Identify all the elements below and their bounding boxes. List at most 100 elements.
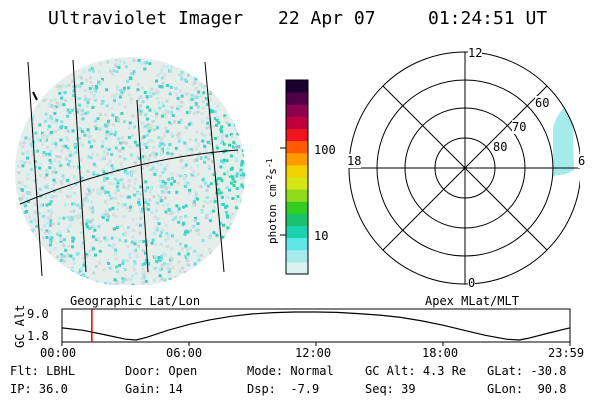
speckle	[220, 141, 223, 145]
speckle	[190, 152, 194, 156]
speckle	[43, 138, 47, 142]
speckle	[81, 144, 85, 148]
speckle	[148, 108, 152, 112]
speckle	[122, 90, 126, 94]
speckle	[213, 117, 217, 121]
speckle	[129, 77, 133, 80]
speckle	[170, 132, 174, 136]
speckle	[200, 131, 204, 135]
speckle	[197, 105, 201, 109]
speckle	[131, 274, 134, 278]
speckle	[170, 211, 174, 215]
speckle	[96, 153, 100, 157]
speckle	[54, 130, 57, 133]
speckle	[113, 96, 117, 99]
speckle	[38, 173, 42, 177]
speckle	[106, 133, 110, 137]
speckle	[177, 132, 181, 135]
speckle	[61, 144, 65, 148]
speckle	[166, 151, 170, 155]
speckle	[50, 120, 54, 124]
speckle	[89, 156, 93, 160]
speckle	[107, 148, 111, 152]
speckle	[102, 176, 106, 180]
speckle	[222, 223, 225, 227]
speckle	[163, 253, 167, 257]
speckle	[110, 94, 114, 98]
speckle	[170, 65, 174, 69]
speckle	[19, 141, 23, 145]
speckle	[147, 262, 150, 266]
speckle	[115, 279, 119, 283]
speckle	[184, 92, 188, 95]
speckle	[179, 159, 183, 163]
speckle	[183, 184, 187, 188]
speckle	[41, 133, 45, 137]
speckle	[81, 241, 85, 245]
speckle	[123, 157, 127, 161]
speckle	[224, 205, 227, 209]
speckle	[168, 143, 172, 146]
speckle	[138, 104, 142, 107]
speckle	[60, 255, 64, 259]
speckle	[83, 94, 87, 98]
speckle	[60, 120, 64, 124]
speckle	[77, 178, 81, 182]
colorbar-swatch	[286, 92, 308, 105]
speckle	[210, 151, 214, 155]
speckle	[177, 276, 181, 280]
speckle	[72, 236, 76, 240]
speckle	[104, 133, 108, 137]
speckle	[124, 231, 128, 235]
speckle	[125, 259, 129, 262]
speckle	[96, 191, 100, 195]
speckle	[155, 201, 159, 205]
speckle	[235, 187, 239, 191]
speckle	[148, 62, 152, 66]
speckle	[86, 110, 90, 114]
speckle	[203, 84, 207, 88]
speckle	[74, 145, 77, 149]
speckle	[98, 127, 102, 131]
speckle	[134, 271, 138, 275]
x-tick-2359: 23:59	[548, 346, 585, 360]
speckle	[75, 107, 79, 111]
speckle	[66, 227, 70, 231]
speckle	[164, 113, 168, 117]
speckle	[75, 178, 79, 182]
speckle	[234, 127, 238, 131]
speckle	[180, 70, 184, 74]
speckle	[25, 197, 29, 201]
speckle	[231, 212, 235, 216]
speckle	[88, 189, 92, 193]
speckle	[103, 179, 106, 183]
speckle	[160, 85, 164, 89]
speckle	[140, 215, 144, 219]
speckle	[88, 226, 92, 230]
speckle	[179, 174, 183, 178]
speckle	[197, 90, 201, 94]
speckle	[152, 92, 156, 96]
speckle	[175, 239, 179, 243]
speckle	[44, 169, 48, 173]
speckle	[173, 179, 177, 183]
speckle	[122, 233, 126, 236]
chart-ylabel: GC Alt	[13, 305, 27, 348]
speckle	[239, 171, 243, 175]
speckle	[222, 161, 225, 164]
speckle	[145, 240, 149, 243]
speckle	[208, 153, 212, 157]
speckle	[165, 232, 169, 235]
speckle	[93, 119, 97, 123]
speckle	[49, 214, 53, 218]
speckle	[189, 138, 193, 141]
speckle	[85, 276, 89, 280]
speckle	[98, 249, 102, 253]
speckle	[103, 156, 106, 160]
speckle	[52, 178, 56, 182]
glon-status: GLon: 90.8	[487, 382, 567, 396]
speckle	[51, 170, 55, 174]
speckle	[75, 96, 79, 100]
speckle	[144, 155, 147, 159]
speckle	[70, 215, 74, 219]
